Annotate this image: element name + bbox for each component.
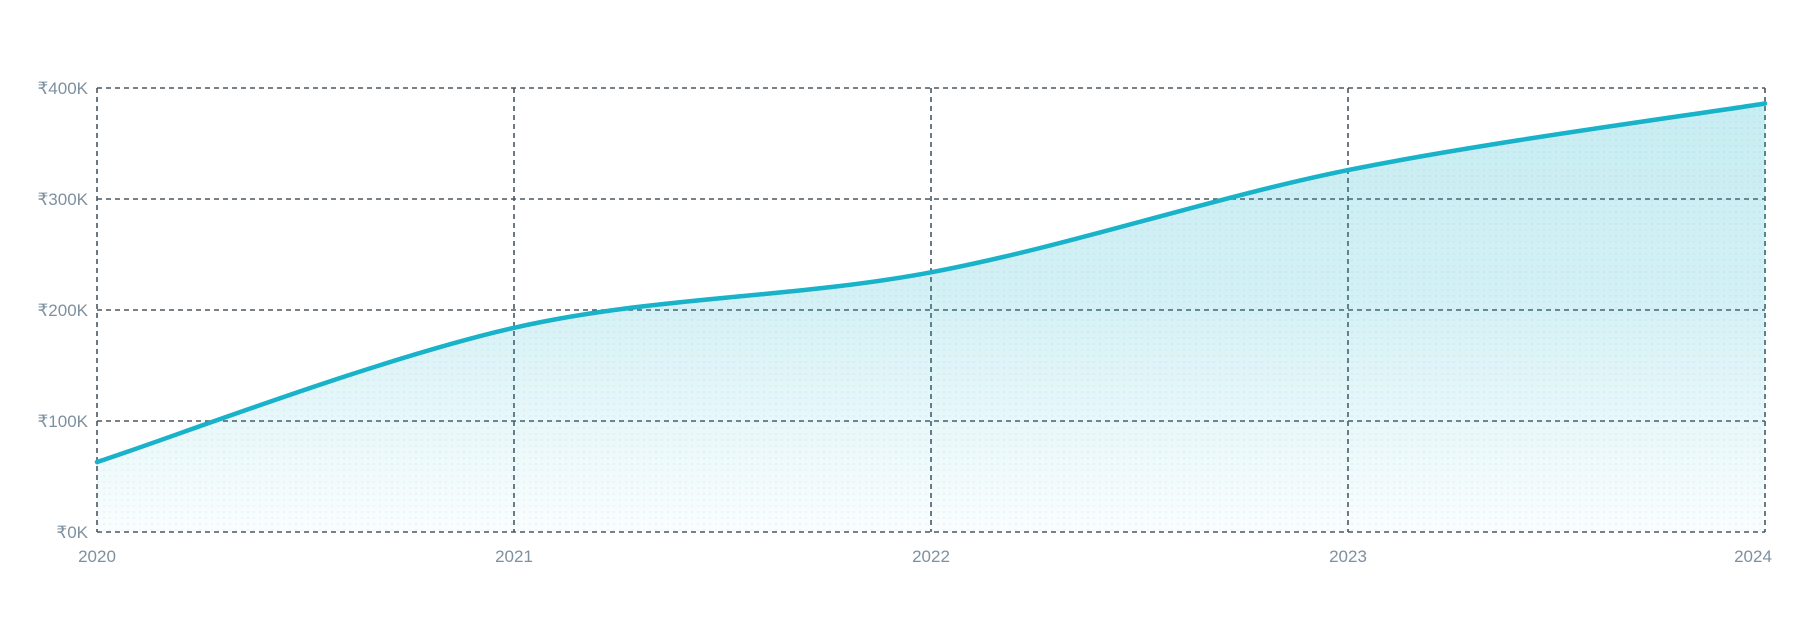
x-tick-label: 2020 xyxy=(78,547,116,566)
x-tick-label: 2022 xyxy=(912,547,950,566)
area-dot-texture xyxy=(97,103,1765,532)
y-axis-labels: ₹0K ₹100K ₹200K ₹300K ₹400K xyxy=(37,79,88,542)
x-tick-label: 2021 xyxy=(495,547,533,566)
y-tick-label: ₹200K xyxy=(37,301,88,320)
y-tick-label: ₹300K xyxy=(37,190,88,209)
x-tick-label: 2023 xyxy=(1329,547,1367,566)
area-fill xyxy=(97,103,1765,532)
x-tick-label: 2024 xyxy=(1734,547,1772,566)
y-tick-label: ₹0K xyxy=(56,523,88,542)
x-axis-labels: 2020 2021 2022 2023 2024 xyxy=(78,547,1772,566)
y-tick-label: ₹100K xyxy=(37,412,88,431)
series-line xyxy=(94,101,1768,465)
y-tick-label: ₹400K xyxy=(37,79,88,98)
trend-line xyxy=(94,101,1768,465)
